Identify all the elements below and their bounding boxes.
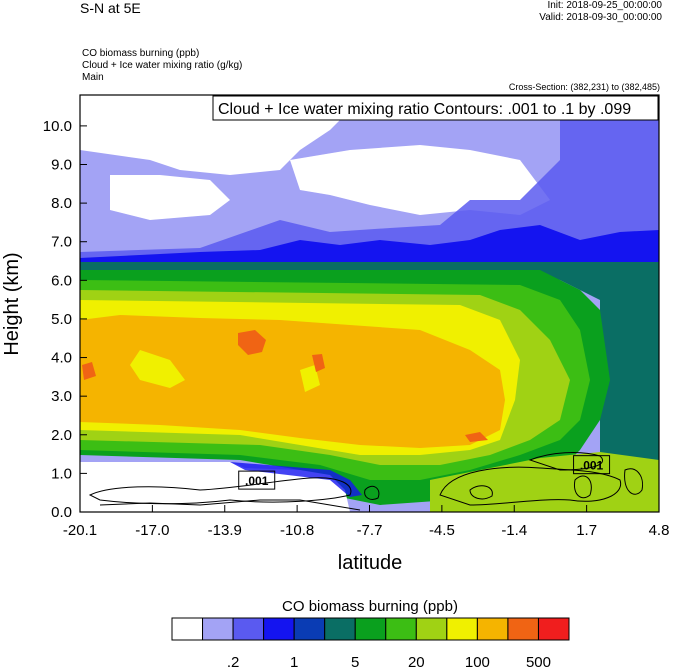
colorbar-swatch [537,617,570,641]
y-tick-label: 3.0 [51,388,72,405]
colorbar-swatch [202,617,234,641]
y-tick-label: 4.0 [51,350,72,367]
cloud-contour [624,468,644,495]
y-tick-label: 9.0 [51,157,72,174]
co-field [80,95,659,512]
y-tick-label: 7.0 [51,234,72,251]
y-tick-label: 8.0 [51,195,72,212]
colorbar-swatch [171,617,204,641]
colorbar-swatch [354,617,387,641]
colorbar-title: CO biomass burning (ppb) [282,598,458,615]
red-orange-blob-3 [82,362,96,380]
x-axis: -20.1 -17.0 -13.9 -10.8 -7.7 -4.5 -1.4 1.7 4.8 [63,505,670,539]
y-tick-label: 6.0 [51,272,72,289]
colorbar-swatch [263,617,295,641]
red-orange-blob [238,330,266,355]
field-label-co: CO biomass burning (ppb) [82,48,200,59]
cloud-contour [99,499,361,511]
colorbar: .2 1 5 20 100 500 [171,617,570,668]
y-tick-label: 2.0 [51,427,72,444]
contour-label-box [573,455,611,475]
y-tick-label: 5.0 [51,311,72,328]
y-tick-label: 0.0 [51,504,72,521]
contour-label-box [238,470,276,490]
contour-info-text: Cloud + Ice water mixing ratio Contours:… [218,101,631,118]
y-tick-label: 1.0 [51,465,72,482]
x-tick-label: -1.4 [501,522,527,539]
blue-band [80,95,659,262]
colorbar-label: 20 [408,654,425,668]
x-tick-label: 4.8 [649,522,670,539]
colorbar-swatch [415,617,448,641]
x-tick-label: -4.5 [429,522,455,539]
colorbar-swatch [476,617,509,641]
y-axis: 0.0 1.0 2.0 3.0 4.0 5.0 6.0 7.0 8.0 9.0 10.0 [43,118,87,521]
x-tick-label: -20.1 [63,522,97,539]
field-label-cloud: Cloud + Ice water mixing ratio (g/kg) [82,60,243,71]
colorbar-label: 1 [290,654,298,668]
upper-white-patch-left [110,175,230,220]
surface-light-green [430,452,659,512]
dark-blue-band [80,225,659,262]
red-orange-blob-2 [312,354,325,372]
colorbar-swatch [293,617,326,641]
colorbar-label: 100 [465,654,490,668]
x-tick-label: -10.8 [280,522,314,539]
colorbar-swatch [507,617,539,641]
cloud-contour [469,485,493,500]
yellow-hole-2 [300,365,320,392]
orange-band [80,315,505,448]
contour-info-box [212,95,659,121]
contour-label: .001 [580,459,604,473]
contour-label: .001 [245,474,269,488]
upper-white-patch-right [290,145,550,215]
yellow-hole [130,350,185,388]
colorbar-swatch [232,617,265,641]
x-axis-title: latitude [338,552,403,574]
y-tick-label: 10.0 [43,118,72,135]
x-tick-label: -13.9 [208,522,242,539]
contour-labels: .001 .001 [238,455,611,490]
valid-time: Valid: 2018-09-30_00:00:00 [539,12,662,23]
cloud-contour [88,477,352,505]
red-orange-blob-4 [465,432,488,442]
cloud-contour [364,485,380,500]
colorbar-label: .2 [227,654,240,668]
colorbar-swatch [324,617,356,641]
colorbar-label: 500 [526,654,551,668]
colorbar-swatch [446,617,478,641]
colorbar-label: 5 [351,654,359,668]
x-tick-label: -7.7 [357,522,383,539]
plot-title: S-N at 5E [80,0,141,16]
y-axis-title: Height (km) [1,252,23,355]
cross-section-info: Cross-Section: (382,231) to (382,485) [508,82,660,92]
cloud-contour [439,466,622,506]
field-label-main: Main [82,72,104,83]
cloud-contour [573,475,592,499]
colorbar-swatch [385,617,417,641]
x-tick-label: -17.0 [135,522,169,539]
x-tick-label: 1.7 [576,522,597,539]
init-time: Init: 2018-09-25_00:00:00 [547,0,662,11]
